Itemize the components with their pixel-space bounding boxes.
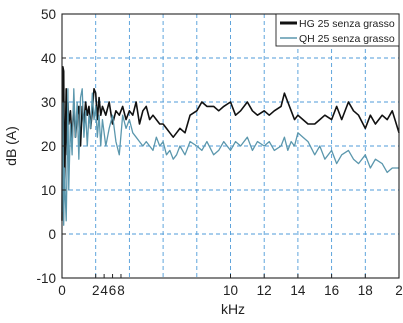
y-tick-label: 0 xyxy=(48,227,56,242)
y-axis-title: dB (A) xyxy=(3,126,19,166)
x-axis-title: kHz xyxy=(221,301,245,317)
y-tick-label: 50 xyxy=(41,7,56,22)
x-tick-label: 8 xyxy=(117,283,125,298)
x-tick-label: 2 xyxy=(92,283,100,298)
legend-label-qh25: QH 25 senza grasso xyxy=(299,33,395,45)
series-line-qh25 xyxy=(61,88,399,226)
legend: HG 25 senza grasso QH 25 senza grasso xyxy=(275,13,400,47)
x-tick-label: 4 xyxy=(100,283,108,298)
y-tick-label: -10 xyxy=(36,271,56,286)
x-tick-label: 16 xyxy=(324,283,339,298)
x-tick-label: 14 xyxy=(290,283,306,298)
x-tick-label: 12 xyxy=(257,283,272,298)
y-tick-label: 10 xyxy=(41,183,56,198)
y-tick-label: 20 xyxy=(41,139,56,154)
y-tick-label: 30 xyxy=(41,95,56,110)
x-tick-label: 2 xyxy=(395,283,403,298)
x-tick-label: 6 xyxy=(109,283,117,298)
x-tick-label: 10 xyxy=(223,283,238,298)
legend-box xyxy=(275,13,400,47)
series-line-hg25 xyxy=(61,66,400,221)
y-tick-label: 40 xyxy=(41,51,56,66)
grid xyxy=(62,14,399,278)
x-tick-label: 18 xyxy=(358,283,373,298)
x-tick-label: 0 xyxy=(58,283,66,298)
series-lines xyxy=(61,66,400,226)
legend-label-hg25: HG 25 senza grasso xyxy=(299,18,395,30)
